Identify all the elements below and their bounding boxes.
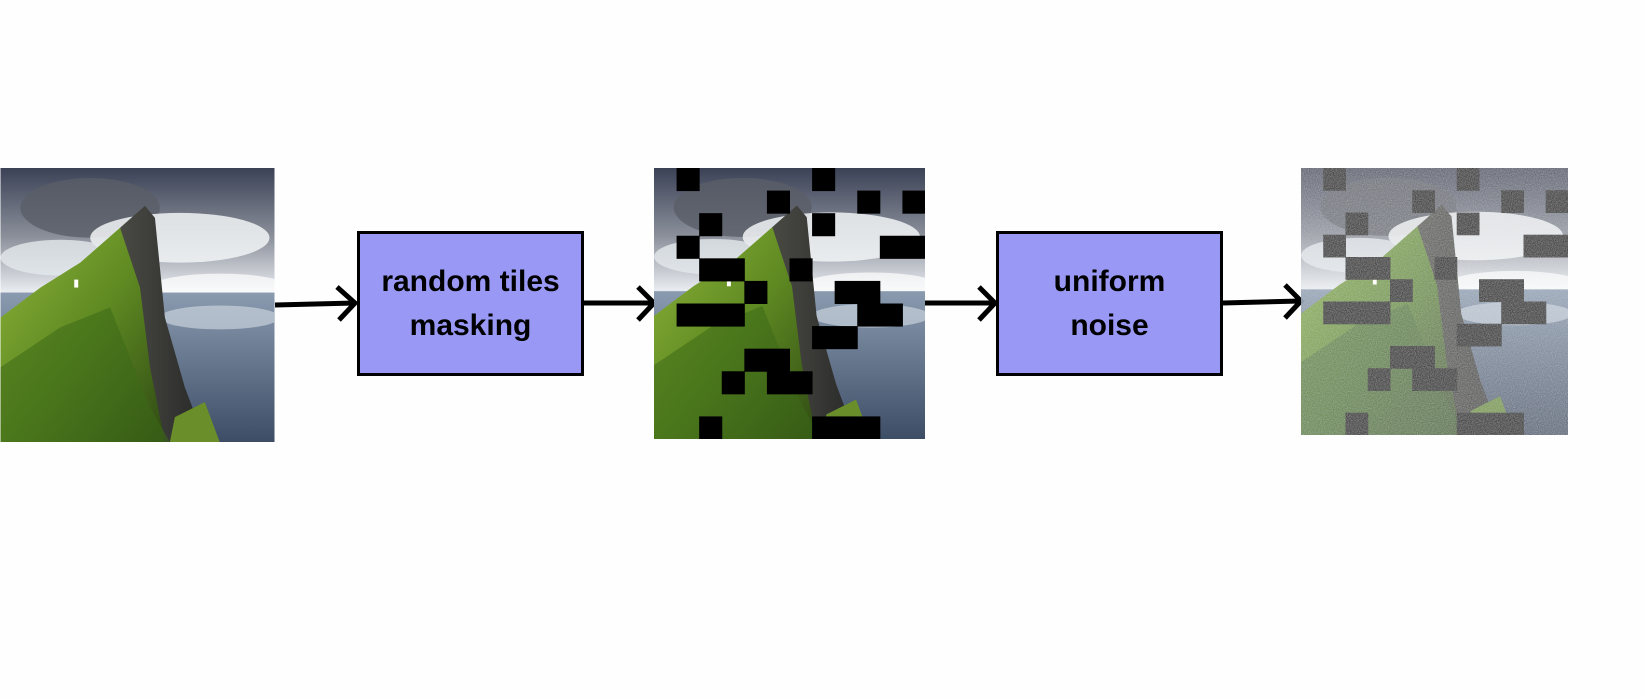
masked-landscape-image [654, 168, 925, 439]
mask-tile [676, 235, 700, 259]
random-tiles-masking-box: random tiles masking [357, 231, 584, 376]
mask-tile [1390, 279, 1413, 302]
mask-tile [834, 416, 858, 439]
mask-tile [834, 326, 858, 350]
mask-tile [1478, 412, 1502, 435]
mask-tile [1345, 412, 1369, 435]
mask-tile [721, 371, 745, 395]
mask-tile [1478, 279, 1502, 302]
noisy-mask-tiles [1323, 168, 1568, 435]
arrow-masked-to-noise [925, 285, 999, 322]
uniform-noise-label: uniform noise [1053, 264, 1166, 342]
original-landscape-image [0, 168, 275, 442]
mask-tile [1367, 301, 1391, 325]
mask-tile [744, 280, 768, 304]
mask-tile [1456, 323, 1480, 347]
mask-tile [1390, 345, 1413, 369]
arrow-original-to-masking [274, 285, 359, 322]
mask-tile [902, 235, 925, 259]
mask-tile [1345, 301, 1369, 325]
mask-tile [1367, 368, 1391, 391]
mask-tile [1545, 190, 1568, 213]
noisy-masked-landscape-image [1301, 168, 1568, 435]
mask-tile [1323, 168, 1346, 191]
mask-tile [879, 303, 903, 327]
mask-tile [1434, 257, 1458, 280]
mask-tile [879, 235, 903, 259]
mask-tile [1456, 168, 1480, 191]
mask-tile [812, 416, 836, 439]
mask-tile [857, 280, 881, 304]
mask-tile [676, 168, 700, 192]
mask-tile [766, 190, 790, 214]
mask-tile [699, 213, 723, 237]
mask-tile [789, 258, 813, 282]
mask-tile [1456, 212, 1480, 236]
mask-tile [857, 416, 881, 439]
mask-tile [1412, 368, 1435, 391]
mask-tile [1523, 234, 1547, 258]
uniform-noise-box: uniform noise [996, 231, 1223, 376]
arrow-masking-to-masked [584, 285, 658, 322]
mask-tile [1501, 412, 1524, 435]
mask-tile [857, 190, 881, 214]
mask-tile [699, 258, 723, 282]
mask-tile [721, 303, 745, 327]
mask-tile [1323, 301, 1346, 325]
mask-tile [1478, 323, 1502, 347]
mask-tile [1412, 190, 1435, 213]
mask-tile [1456, 412, 1480, 435]
mask-tile [766, 348, 790, 372]
mask-tile [1345, 257, 1369, 280]
mask-tile [676, 303, 700, 327]
mask-tile [1345, 212, 1369, 236]
mask-tiles [676, 168, 925, 439]
mask-tile [721, 258, 745, 282]
mask-tile [1501, 301, 1524, 325]
mask-tile [902, 190, 925, 214]
mask-tile [834, 280, 858, 304]
mask-tile [1523, 301, 1547, 325]
mask-tile [812, 213, 836, 237]
mask-tile [1501, 279, 1524, 302]
mask-tile [1545, 234, 1568, 258]
mask-tile [1323, 234, 1346, 258]
mask-tile [744, 348, 768, 372]
mask-tile [857, 303, 881, 327]
mask-tile [1412, 345, 1435, 369]
mask-tile [699, 303, 723, 327]
random-tiles-masking-label: random tiles masking [381, 264, 560, 342]
mask-tile [766, 371, 790, 395]
mask-tile [699, 416, 723, 439]
mask-tile [1434, 368, 1458, 391]
mask-tile [812, 168, 836, 192]
mask-tile [812, 326, 836, 350]
arrow-noise-to-noisy [1222, 283, 1305, 320]
mask-tile [789, 371, 813, 395]
mask-tile [1367, 257, 1391, 280]
mask-tile [1501, 190, 1524, 213]
